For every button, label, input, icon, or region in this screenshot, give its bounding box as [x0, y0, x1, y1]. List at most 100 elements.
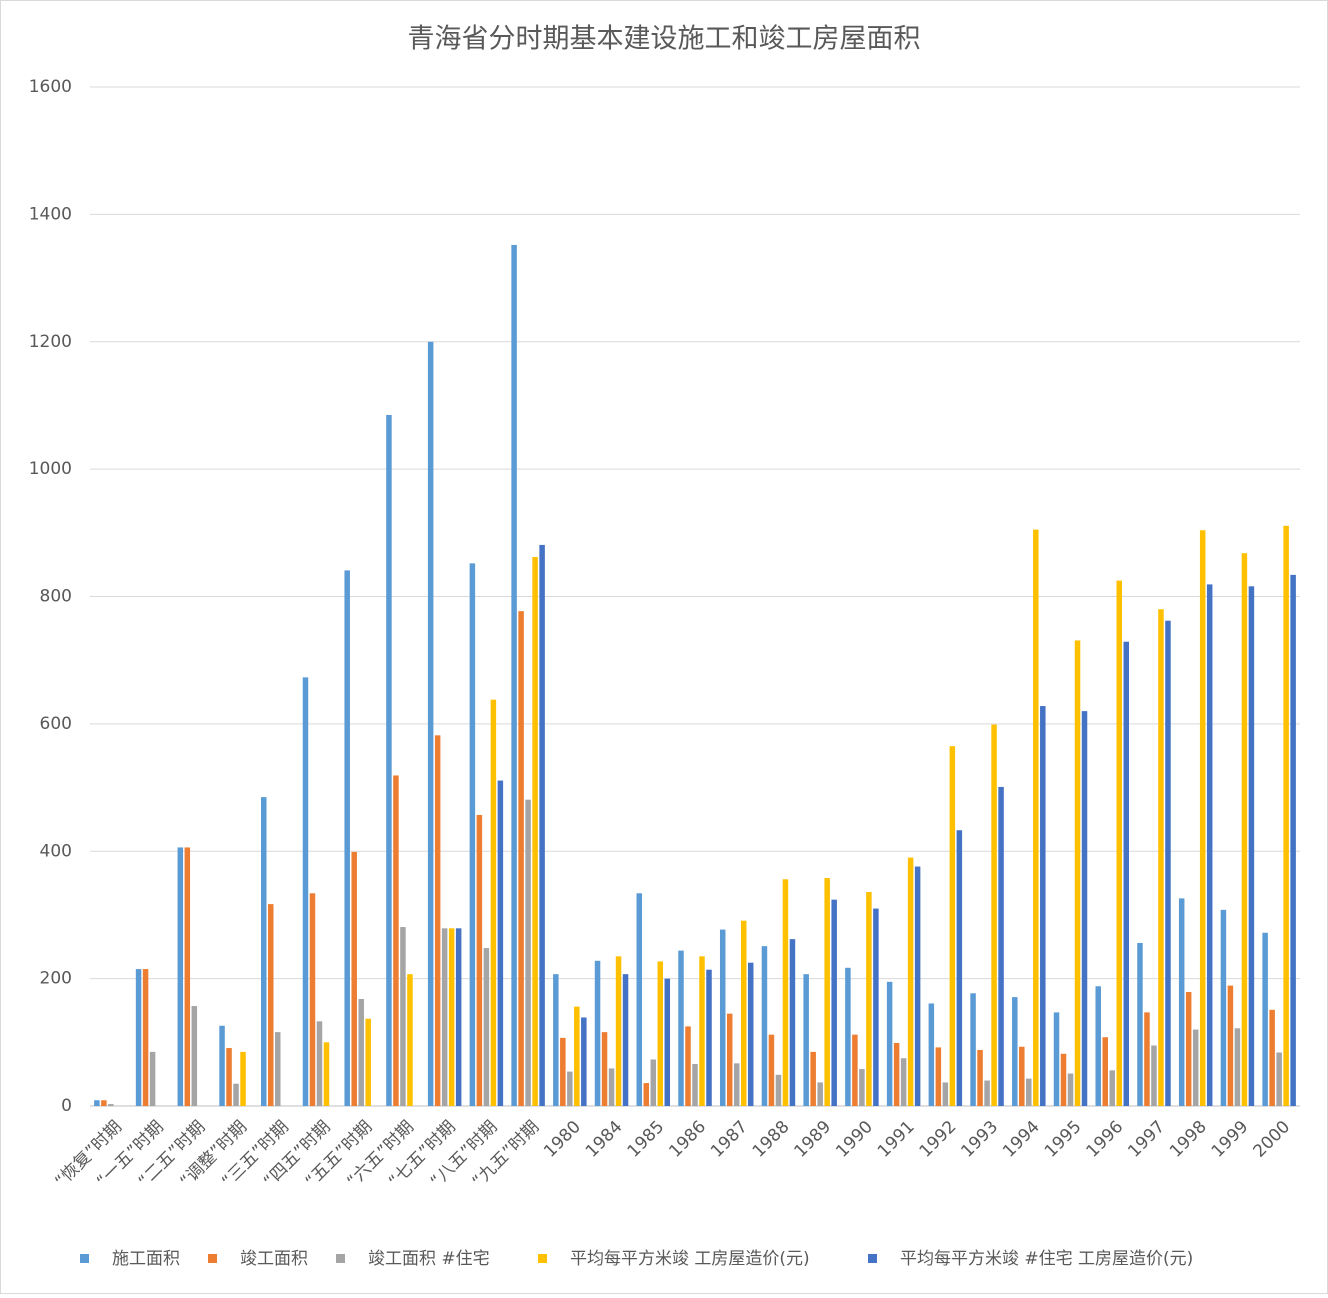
- bar: [240, 1051, 246, 1106]
- bar: [886, 981, 893, 1106]
- legend-swatch: [868, 1254, 877, 1263]
- bar: [483, 948, 490, 1106]
- bar: [1199, 530, 1206, 1106]
- legend-swatch: [538, 1254, 547, 1263]
- bar: [873, 908, 879, 1106]
- bar: [365, 1018, 371, 1106]
- bar: [539, 544, 545, 1106]
- bar: [928, 1003, 935, 1106]
- y-tick-label: 1000: [29, 459, 72, 479]
- bar: [407, 974, 413, 1106]
- bar: [1123, 641, 1129, 1106]
- bar: [726, 1013, 733, 1106]
- bar: [574, 1006, 580, 1106]
- bar: [1283, 525, 1289, 1106]
- bar: [1192, 1029, 1199, 1106]
- bar: [1185, 991, 1192, 1106]
- legend-label: 竣工面积: [240, 1249, 308, 1269]
- bar: [719, 929, 726, 1106]
- bar: [866, 892, 872, 1106]
- bar: [1144, 1012, 1150, 1106]
- bar: [316, 1021, 323, 1106]
- bar: [643, 1083, 650, 1106]
- bar: [775, 1074, 782, 1106]
- bar: [594, 960, 601, 1106]
- bar: [1116, 580, 1122, 1106]
- bar: [852, 1034, 858, 1106]
- bar: [740, 920, 747, 1106]
- bar: [581, 1017, 587, 1106]
- bar: [900, 1058, 907, 1106]
- bar: [1151, 1045, 1157, 1106]
- bar: [1262, 932, 1268, 1106]
- y-tick-label: 1200: [29, 332, 72, 352]
- bar: [1019, 1046, 1025, 1106]
- bar: [1102, 1037, 1108, 1106]
- bar: [344, 570, 350, 1106]
- bar: [893, 1042, 900, 1106]
- bar: [747, 962, 754, 1106]
- bar: [511, 244, 517, 1106]
- bar: [615, 956, 622, 1106]
- legend-label: 平均每平方米竣 工房屋造价(元): [570, 1249, 810, 1269]
- bar: [553, 974, 559, 1106]
- bar: [824, 877, 830, 1106]
- bar: [1178, 898, 1185, 1106]
- legend-swatch: [208, 1254, 217, 1263]
- bar: [998, 786, 1004, 1106]
- bar: [393, 775, 399, 1106]
- bar: [859, 1069, 865, 1106]
- bar: [1290, 574, 1296, 1106]
- bar: [942, 1082, 949, 1106]
- bar: [261, 797, 267, 1106]
- bar: [984, 1080, 990, 1106]
- y-tick-label: 0: [61, 1096, 72, 1116]
- bar: [768, 1034, 775, 1106]
- bar: [601, 1032, 608, 1106]
- bar: [1276, 1052, 1282, 1106]
- bar: [386, 414, 392, 1107]
- bar: [907, 857, 914, 1106]
- bar: [532, 557, 538, 1106]
- bar: [664, 978, 671, 1106]
- bar: [1234, 1028, 1241, 1106]
- bar: [803, 974, 809, 1106]
- bar: [699, 956, 705, 1106]
- bar: [1158, 609, 1164, 1106]
- bar: [1269, 1009, 1275, 1106]
- bar: [810, 1051, 816, 1106]
- bar: [761, 946, 768, 1106]
- bar: [1137, 942, 1143, 1106]
- bar: [1220, 909, 1227, 1106]
- bar: [476, 814, 483, 1106]
- bar: [518, 611, 524, 1106]
- y-tick-label: 1600: [29, 77, 72, 97]
- legend-swatch: [336, 1254, 345, 1263]
- bar: [956, 830, 963, 1106]
- bar: [268, 904, 274, 1106]
- bar: [845, 967, 851, 1106]
- bar: [455, 928, 462, 1106]
- y-tick-label: 400: [40, 841, 72, 861]
- bar: [1067, 1073, 1074, 1106]
- bar: [1095, 986, 1101, 1106]
- y-tick-label: 600: [40, 714, 72, 734]
- bar: [1026, 1078, 1032, 1106]
- bar: [400, 927, 406, 1106]
- bar: [789, 939, 796, 1106]
- legend-label: 施工面积: [112, 1249, 180, 1269]
- bar: [101, 1100, 107, 1106]
- bar: [650, 1059, 657, 1106]
- bar: [1033, 529, 1039, 1106]
- bar: [184, 847, 191, 1106]
- bar: [427, 341, 434, 1106]
- bar: [678, 950, 684, 1106]
- bar: [142, 969, 149, 1106]
- bar: [441, 928, 448, 1106]
- bar: [991, 724, 997, 1106]
- bar: [706, 969, 712, 1106]
- bar: [1248, 586, 1255, 1106]
- bar: [469, 563, 476, 1106]
- bar: [914, 866, 921, 1106]
- bar: [1053, 1012, 1060, 1106]
